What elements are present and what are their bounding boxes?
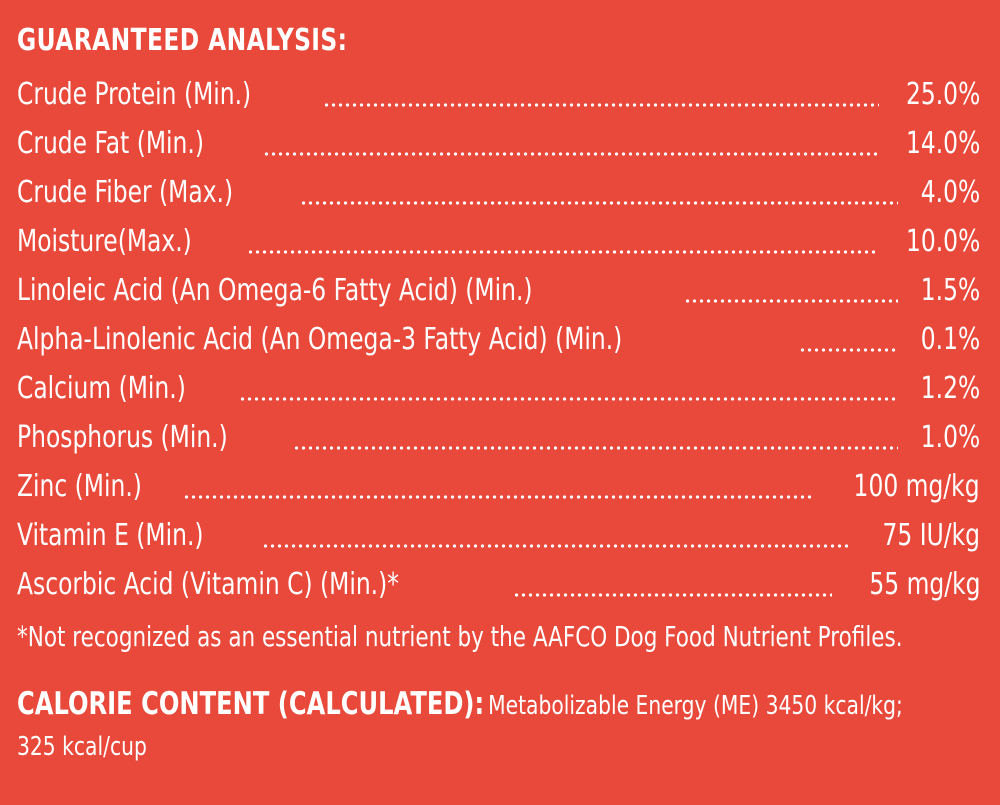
dot-leader — [683, 291, 898, 304]
nutrient-value: 75 IU/kg — [882, 518, 980, 553]
analysis-row: Alpha-Linolenic Acid (An Omega-3 Fatty A… — [17, 315, 980, 364]
dot-leader — [239, 389, 898, 402]
analysis-row: Linoleic Acid (An Omega-6 Fatty Acid) (M… — [17, 266, 980, 315]
nutrient-label: Crude Fat (Min.) — [17, 126, 204, 161]
nutrient-value: 4.0% — [920, 175, 980, 210]
dot-leader — [262, 144, 879, 157]
dot-leader — [799, 340, 898, 353]
analysis-row: Moisture(Max.) 10.0% — [17, 217, 980, 266]
analysis-row: Zinc (Min.) 100 mg/kg — [17, 462, 980, 511]
nutrient-label: Calcium (Min.) — [17, 371, 186, 406]
nutrient-label: Alpha-Linolenic Acid (An Omega-3 Fatty A… — [17, 322, 623, 357]
dot-leader — [300, 193, 898, 206]
nutrient-value: 55 mg/kg — [868, 567, 980, 602]
nutrient-label: Ascorbic Acid (Vitamin C) (Min.)* — [17, 567, 399, 602]
dot-leader — [183, 487, 813, 500]
analysis-row: Crude Fat (Min.) 14.0% — [17, 119, 980, 168]
nutrient-value: 25.0% — [905, 77, 980, 112]
analysis-row: Calcium (Min.) 1.2% — [17, 364, 980, 413]
nutrient-value: 1.0% — [920, 420, 980, 455]
nutrient-label: Vitamin E (Min.) — [17, 518, 204, 553]
analysis-row: Crude Fiber (Max.) 4.0% — [17, 168, 980, 217]
dot-leader — [247, 242, 879, 255]
dot-leader — [323, 95, 879, 108]
calorie-energy: Metabolizable Energy (ME) 3450 kcal/kg; — [488, 691, 903, 721]
nutrient-label: Moisture(Max.) — [17, 224, 192, 259]
dot-leader — [293, 438, 898, 451]
nutrient-label: Phosphorus (Min.) — [17, 420, 228, 455]
nutrient-value: 0.1% — [920, 322, 980, 357]
dot-leader — [512, 585, 832, 598]
calorie-per-cup: 325 kcal/cup — [17, 732, 147, 762]
analysis-row: Phosphorus (Min.) 1.0% — [17, 413, 980, 462]
nutrient-label: Crude Protein (Min.) — [17, 77, 252, 112]
analysis-table: Crude Protein (Min.) 25.0% Crude Fat (Mi… — [17, 70, 980, 609]
nutrient-value: 14.0% — [905, 126, 980, 161]
nutrient-value: 1.5% — [920, 273, 980, 308]
nutrient-value: 1.2% — [920, 371, 980, 406]
analysis-row: Crude Protein (Min.) 25.0% — [17, 70, 980, 119]
section-title: GUARANTEED ANALYSIS: — [17, 23, 348, 58]
dot-leader — [262, 536, 849, 549]
calorie-content: CALORIE CONTENT (CALCULATED): Metaboliza… — [17, 685, 903, 769]
nutrient-label: Linoleic Acid (An Omega-6 Fatty Acid) (M… — [17, 273, 533, 308]
analysis-row: Ascorbic Acid (Vitamin C) (Min.)* 55 mg/… — [17, 560, 980, 609]
nutrient-value: 100 mg/kg — [853, 469, 980, 504]
footnote: *Not recognized as an essential nutrient… — [17, 620, 903, 653]
nutrient-label: Crude Fiber (Max.) — [17, 175, 234, 210]
calorie-heading: CALORIE CONTENT (CALCULATED): — [17, 686, 485, 722]
nutrient-value: 10.0% — [905, 224, 980, 259]
analysis-row: Vitamin E (Min.) 75 IU/kg — [17, 511, 980, 560]
nutrient-label: Zinc (Min.) — [17, 469, 142, 504]
